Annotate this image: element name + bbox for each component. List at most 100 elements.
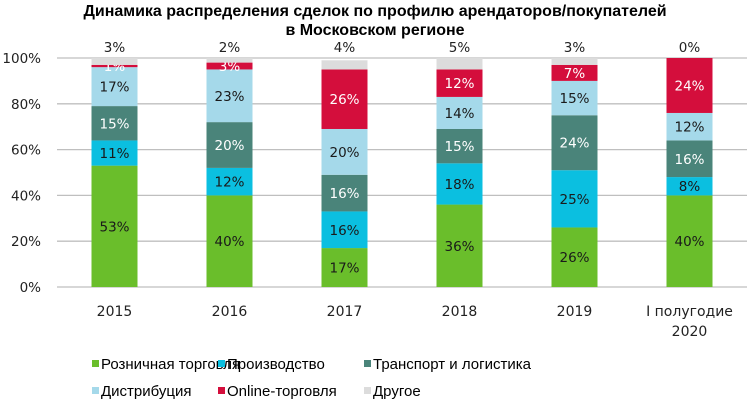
bar-segment xyxy=(436,96,483,129)
bar-segment xyxy=(206,62,253,70)
legend-item: Транспорт и логистика xyxy=(364,356,532,373)
data-label: 26% xyxy=(329,92,359,108)
data-label: 23% xyxy=(214,89,244,105)
data-label: 3% xyxy=(564,40,586,56)
bar-segment xyxy=(436,204,483,287)
bar-segment xyxy=(321,60,368,70)
data-label: 12% xyxy=(674,120,704,136)
bar-segment xyxy=(436,69,483,97)
bar-segment xyxy=(666,195,713,287)
bar-segment xyxy=(321,174,368,212)
data-label: 4% xyxy=(334,40,356,56)
data-label: 18% xyxy=(444,177,474,193)
bar-segment xyxy=(551,80,598,116)
bar-segment xyxy=(321,211,368,249)
legend-swatch xyxy=(92,387,99,394)
legend-label: Другое xyxy=(373,383,421,400)
bar-stack: 53%11%15%17%1%3% xyxy=(91,40,138,287)
data-label: 20% xyxy=(214,138,244,154)
data-label: 15% xyxy=(99,116,129,132)
data-label: 0% xyxy=(679,40,701,56)
bar-segment xyxy=(206,195,253,287)
data-label: 16% xyxy=(329,223,359,239)
bar-segment xyxy=(436,128,483,164)
data-label: 16% xyxy=(329,186,359,202)
bar-segment xyxy=(551,227,598,287)
x-tick-label: 2015 xyxy=(97,304,133,320)
data-label: 17% xyxy=(329,261,359,277)
legend-item: Другое xyxy=(364,383,421,400)
legend-swatch xyxy=(364,360,371,367)
bar-segment xyxy=(666,140,713,178)
bar-stack: 36% 18% 15% 14% 12% 5% xyxy=(436,40,483,287)
data-label: 20% xyxy=(329,145,359,161)
y-axis-ticks: 0% 20% 40% 60% 80% 100% xyxy=(2,51,41,296)
legend-label: Розничная торговля xyxy=(101,356,240,373)
legend-label: Транспорт и логистика xyxy=(373,356,532,373)
legend-label: Производство xyxy=(227,356,325,373)
data-label: 17% xyxy=(99,80,129,96)
data-label: 15% xyxy=(559,91,589,107)
bar-segment xyxy=(551,170,598,228)
legend-item: Производство xyxy=(218,356,325,373)
x-tick-label: 2016 xyxy=(212,304,248,320)
bar-segment xyxy=(321,248,368,287)
bar-segment xyxy=(91,165,138,287)
bar-segment xyxy=(321,128,368,175)
bar-segment xyxy=(206,69,253,123)
bar-stack: 40% 12% 20% 23% 3% 2% xyxy=(206,40,253,287)
bar-segment xyxy=(91,106,138,141)
bar-stack: 26% 25% 24% 15% 7% 3% xyxy=(551,40,598,287)
legend-item: Розничная торговля xyxy=(92,356,240,373)
data-label: 26% xyxy=(559,250,589,266)
y-tick-label: 20% xyxy=(11,234,41,250)
x-tick-label: 2018 xyxy=(442,304,478,320)
bar-segment xyxy=(666,58,713,113)
bar-segment xyxy=(551,58,598,65)
legend-item: Дистрибуция xyxy=(92,383,191,400)
bar-segment xyxy=(321,69,368,129)
chart-subtitle: в Московском регионе xyxy=(285,22,464,39)
data-label: 24% xyxy=(559,136,589,152)
data-label: 5% xyxy=(449,40,471,56)
y-tick-label: 60% xyxy=(11,143,41,159)
y-tick-label: 80% xyxy=(11,97,41,113)
bar-segment xyxy=(551,64,598,81)
legend-swatch xyxy=(92,360,99,367)
bar-segment xyxy=(666,177,713,196)
data-label: 12% xyxy=(444,76,474,92)
y-tick-label: 0% xyxy=(20,280,42,296)
legend-swatch xyxy=(218,387,225,394)
data-label: 16% xyxy=(674,152,704,168)
y-tick-label: 100% xyxy=(2,51,41,67)
data-label: 11% xyxy=(99,146,129,162)
data-label: 24% xyxy=(674,78,704,94)
bar-segment xyxy=(206,167,253,196)
chart-title: Динамика распределения сделок по профилю… xyxy=(83,3,666,20)
bar-segment xyxy=(436,163,483,205)
bar-segment xyxy=(206,122,253,168)
data-label: 15% xyxy=(444,139,474,155)
data-label: 14% xyxy=(444,106,474,122)
x-tick-label: 2017 xyxy=(327,304,363,320)
bar-segment xyxy=(91,64,138,68)
bar-segment xyxy=(91,67,138,107)
bar-segment xyxy=(666,112,713,141)
legend-swatch xyxy=(364,387,371,394)
x-tick-label: 2020 xyxy=(672,324,708,340)
data-label: 40% xyxy=(214,234,244,250)
data-label: 2% xyxy=(219,40,241,56)
legend-label: Online-торговля xyxy=(227,383,337,400)
data-label: 40% xyxy=(674,234,704,250)
legend-swatch xyxy=(218,360,225,367)
gridlines xyxy=(57,57,747,288)
data-label: 7% xyxy=(564,66,586,82)
data-label: 53% xyxy=(99,219,129,235)
data-label: 12% xyxy=(214,175,244,191)
bar-segment xyxy=(91,58,138,65)
y-tick-label: 40% xyxy=(11,188,41,204)
bar-segment xyxy=(206,58,253,63)
data-label: 8% xyxy=(679,179,701,195)
legend-label: Дистрибуция xyxy=(101,383,191,400)
